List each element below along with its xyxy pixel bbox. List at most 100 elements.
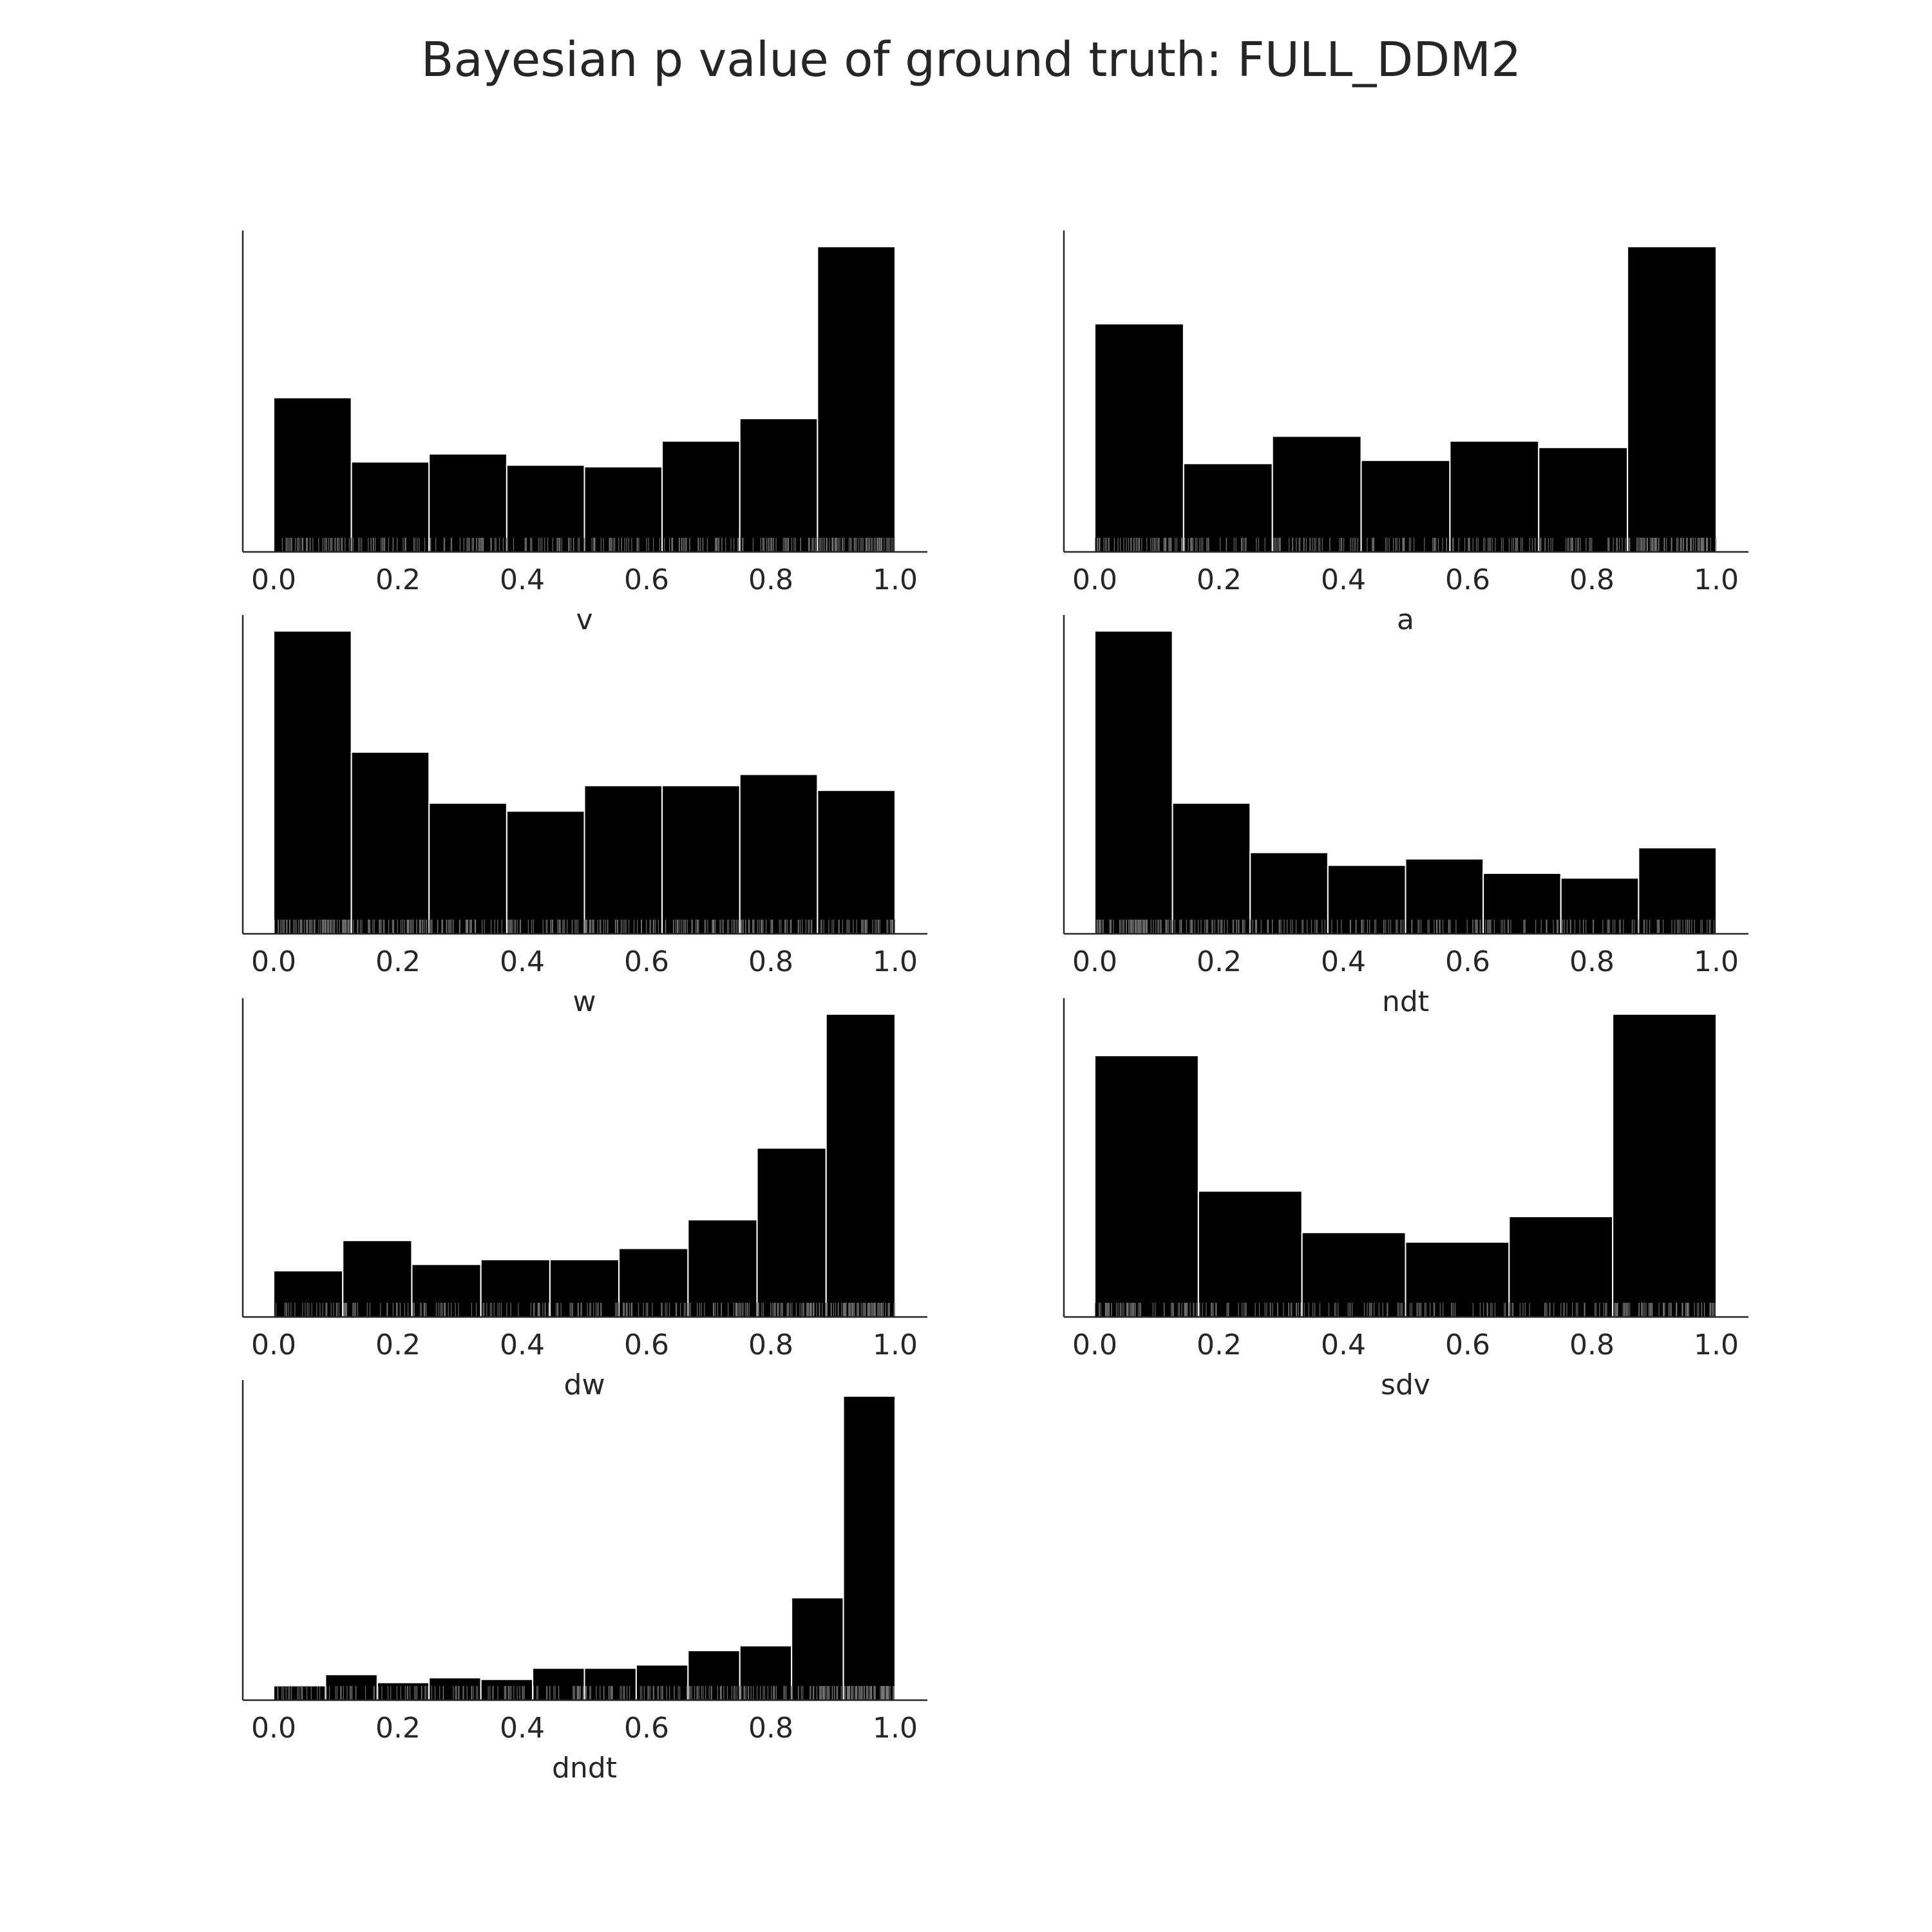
tick-label-dw-4: 0.8 [748, 1329, 793, 1361]
bar-w-5 [661, 784, 741, 934]
bar-w-6 [739, 773, 819, 934]
bar-v-3 [506, 464, 585, 553]
bar-dw-0 [273, 1270, 344, 1318]
tick-label-v-3: 0.6 [624, 564, 669, 596]
histogram-panels: 0.0 0.2 0.4 0.6 0.8 1.0v0.0 0.2 0.4 0.6 0.8 1.0a0.… [242, 231, 1748, 1785]
bar-a-1 [1182, 462, 1273, 553]
bar-w-1 [350, 751, 430, 934]
tick-label-v-4: 0.8 [748, 564, 793, 596]
tick-label-dndt-0: 0.0 [251, 1712, 296, 1745]
bar-sdv-0 [1094, 1055, 1199, 1318]
bar-ndt-7 [1638, 847, 1717, 934]
bar-v-1 [350, 461, 430, 553]
bar-ndt-1 [1171, 802, 1251, 935]
bar-ndt-2 [1249, 851, 1329, 935]
tick-label-v-1: 0.2 [375, 564, 421, 596]
rug-ndt [1095, 920, 1714, 934]
tick-label-ndt-1: 0.2 [1197, 945, 1242, 978]
bar-sdv-1 [1197, 1190, 1303, 1318]
bar-w-7 [817, 790, 896, 934]
bar-dndt-10 [791, 1596, 844, 1701]
tick-label-v-2: 0.4 [500, 564, 545, 596]
bar-v-5 [661, 440, 741, 553]
bar-ndt-5 [1482, 872, 1562, 934]
rug-v [281, 538, 895, 552]
tick-label-dw-0: 0.0 [251, 1329, 296, 1361]
bar-sdv-5 [1612, 1013, 1718, 1318]
bar-dw-2 [411, 1264, 482, 1318]
x-label-ndt: ndt [1382, 985, 1429, 1018]
bar-v-7 [817, 245, 896, 553]
tick-label-ndt-4: 0.8 [1569, 945, 1615, 978]
bar-a-5 [1538, 446, 1629, 553]
tick-label-dndt-3: 0.6 [624, 1712, 669, 1745]
tick-label-w-5: 1.0 [873, 945, 918, 978]
bar-dndt-2 [376, 1681, 430, 1701]
tick-label-dw-2: 0.4 [500, 1329, 545, 1361]
bar-ndt-4 [1405, 858, 1484, 935]
rug-dndt [277, 1686, 895, 1700]
tick-label-a-2: 0.4 [1321, 564, 1366, 596]
panel-dndt: 0.0 0.2 0.4 0.6 0.8 1.0 dndt [242, 1380, 927, 1785]
tick-label-w-0: 0.0 [251, 945, 296, 978]
x-label-dw: dw [564, 1368, 605, 1401]
tick-label-ndt-5: 1.0 [1694, 945, 1739, 978]
bar-a-0 [1094, 323, 1184, 553]
bar-a-3 [1360, 459, 1451, 553]
tick-label-a-4: 0.8 [1569, 564, 1615, 596]
x-label-sdv: sdv [1381, 1368, 1430, 1401]
bar-v-0 [273, 397, 352, 553]
tick-label-a-3: 0.6 [1445, 564, 1490, 596]
x-label-a: a [1397, 603, 1414, 636]
tick-label-v-0: 0.0 [251, 564, 296, 596]
bar-dw-8 [825, 1013, 896, 1318]
tick-label-sdv-2: 0.4 [1321, 1329, 1366, 1361]
panel-w: 0.0 0.2 0.4 0.6 0.8 1.0 w [242, 615, 927, 1018]
tick-label-dndt-4: 0.8 [748, 1712, 793, 1745]
bar-v-2 [428, 453, 507, 553]
tick-label-a-0: 0.0 [1072, 564, 1117, 596]
tick-label-sdv-1: 0.2 [1197, 1329, 1242, 1361]
tick-label-sdv-5: 1.0 [1694, 1329, 1739, 1361]
bar-sdv-4 [1508, 1216, 1614, 1318]
rug-sdv [1094, 1303, 1716, 1317]
rug-a [1094, 538, 1717, 552]
bar-v-4 [583, 466, 663, 553]
tick-label-a-1: 0.2 [1197, 564, 1242, 596]
tick-label-ndt-3: 0.6 [1445, 945, 1490, 978]
tick-label-v-5: 1.0 [873, 564, 918, 596]
bar-dndt-0 [273, 1685, 327, 1701]
tick-label-w-2: 0.4 [500, 945, 545, 978]
bar-dndt-11 [842, 1395, 896, 1701]
bar-w-3 [506, 810, 585, 935]
panel-sdv: 0.0 0.2 0.4 0.6 0.8 1.0 sdv [1063, 998, 1748, 1401]
tick-label-dw-5: 1.0 [873, 1329, 918, 1361]
tick-label-sdv-4: 0.8 [1569, 1329, 1615, 1361]
tick-label-dndt-5: 1.0 [873, 1712, 918, 1745]
bar-w-4 [583, 784, 663, 934]
bar-ndt-3 [1327, 864, 1406, 934]
bar-dw-4 [549, 1258, 620, 1318]
panel-dw: 0.0 0.2 0.4 0.6 0.8 1.0 dw [242, 998, 927, 1401]
bar-sdv-2 [1301, 1231, 1406, 1318]
bar-dw-6 [687, 1219, 758, 1318]
panel-v: 0.0 0.2 0.4 0.6 0.8 1.0 v [242, 231, 927, 636]
bar-a-4 [1449, 440, 1540, 553]
rug-w [274, 920, 896, 934]
x-label-dndt: dndt [552, 1752, 617, 1785]
rug-dw [275, 1303, 896, 1317]
panel-ndt: 0.0 0.2 0.4 0.6 0.8 1.0 ndt [1063, 615, 1748, 1018]
tick-label-w-4: 0.8 [748, 945, 793, 978]
tick-label-dndt-1: 0.2 [375, 1712, 421, 1745]
tick-label-a-5: 1.0 [1694, 564, 1739, 596]
tick-label-dw-1: 0.2 [375, 1329, 421, 1361]
panel-a: 0.0 0.2 0.4 0.6 0.8 1.0 a [1063, 231, 1748, 636]
bar-ndt-0 [1094, 630, 1173, 934]
bar-a-6 [1627, 245, 1717, 553]
bar-w-0 [273, 630, 352, 934]
x-label-w: w [573, 985, 596, 1018]
tick-label-dndt-2: 0.4 [500, 1712, 545, 1745]
bar-w-2 [428, 802, 507, 935]
tick-label-w-3: 0.6 [624, 945, 669, 978]
